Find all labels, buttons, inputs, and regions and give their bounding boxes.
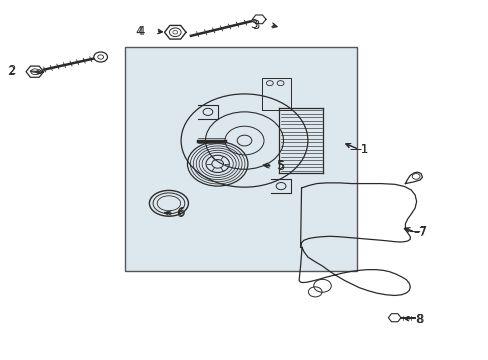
- Polygon shape: [26, 66, 43, 77]
- Text: –1: –1: [355, 143, 368, 156]
- Text: 2: 2: [7, 65, 14, 78]
- Circle shape: [94, 52, 107, 62]
- Text: —7: —7: [407, 225, 427, 238]
- Text: 6: 6: [176, 207, 183, 220]
- Text: 5: 5: [277, 160, 284, 173]
- Text: 6: 6: [177, 207, 184, 220]
- Text: 3: 3: [251, 19, 259, 32]
- Bar: [125, 47, 356, 271]
- Text: 8: 8: [415, 312, 422, 326]
- Polygon shape: [252, 15, 265, 24]
- Text: 4: 4: [135, 25, 143, 38]
- Text: 4: 4: [137, 25, 144, 38]
- Text: 2: 2: [8, 64, 15, 77]
- Text: —1: —1: [349, 143, 368, 156]
- Text: 3: 3: [250, 18, 257, 31]
- Polygon shape: [164, 26, 185, 39]
- Text: 5: 5: [276, 159, 283, 172]
- Text: 8: 8: [416, 312, 423, 326]
- Polygon shape: [387, 314, 400, 322]
- Text: –7: –7: [413, 226, 426, 239]
